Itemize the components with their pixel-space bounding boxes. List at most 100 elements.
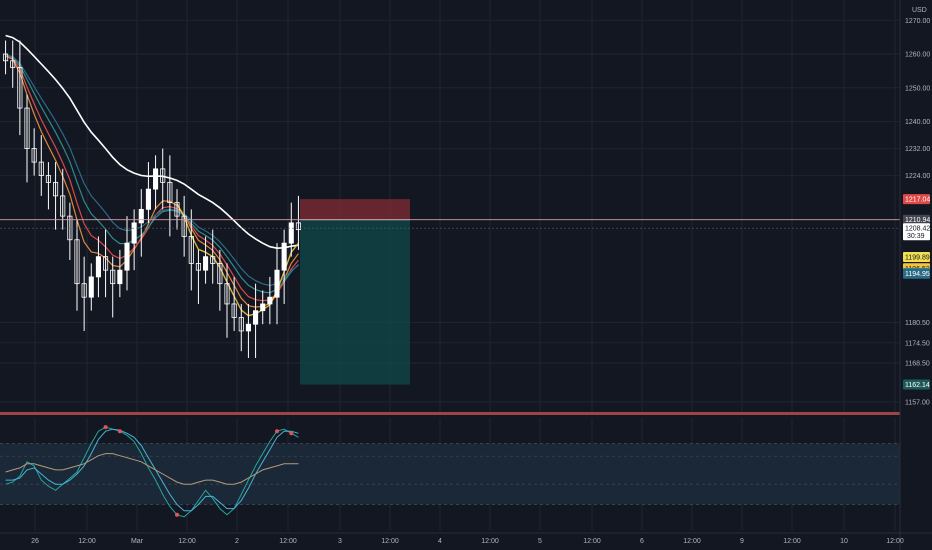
time-tick: 12:00 <box>683 538 701 545</box>
time-tick: 12:00 <box>279 538 297 545</box>
candle-body[interactable] <box>145 188 151 210</box>
candle-body[interactable] <box>210 256 216 264</box>
price-tick: 1260.00 <box>905 52 930 59</box>
candle-body[interactable] <box>188 235 194 264</box>
ema-red-line <box>5 54 299 302</box>
time-tick: 9 <box>740 538 744 545</box>
price-axis[interactable]: 1270.00 1260.00 1250.00 1240.00 1232.00 1224.… <box>899 0 932 550</box>
price-tag-label: 1210.94 <box>905 217 930 224</box>
candle-body[interactable] <box>95 256 101 278</box>
candle-body[interactable] <box>260 303 266 312</box>
position-zones[interactable] <box>300 199 410 385</box>
candle-body[interactable] <box>31 148 37 163</box>
price-tag-label: 1162.14 <box>905 382 930 389</box>
candle-body[interactable] <box>131 222 137 244</box>
price-tag[interactable] <box>903 223 930 241</box>
signal-dot <box>175 512 179 517</box>
candle-body[interactable] <box>195 263 201 271</box>
candle-body[interactable] <box>203 256 209 271</box>
moving-averages <box>5 34 299 317</box>
price-tick: 1270.00 <box>905 18 930 25</box>
candle-body[interactable] <box>110 269 116 285</box>
time-tick: Mar <box>131 538 144 545</box>
candle-body[interactable] <box>245 323 251 332</box>
time-tick: 12:00 <box>481 538 499 545</box>
price-tag[interactable] <box>903 268 930 279</box>
candle-body[interactable] <box>17 67 23 109</box>
pane-divider <box>0 412 900 415</box>
price-tag-label: 1217.04 <box>905 197 930 204</box>
candle-body[interactable] <box>274 269 280 298</box>
time-tick: 26 <box>31 538 39 545</box>
candle-body[interactable] <box>124 242 130 271</box>
candle-body[interactable] <box>88 276 94 298</box>
candle-body[interactable] <box>174 202 180 217</box>
time-tick: 12:00 <box>381 538 399 545</box>
candle-body[interactable] <box>217 263 223 285</box>
currency-label: USD <box>912 7 927 14</box>
candle-body[interactable] <box>181 215 187 237</box>
candle-body[interactable] <box>138 208 144 224</box>
candle-body[interactable] <box>295 222 301 231</box>
candle-body[interactable] <box>117 269 123 285</box>
candle-body[interactable] <box>231 303 237 318</box>
price-tag[interactable] <box>903 379 930 390</box>
candle-body[interactable] <box>53 181 59 197</box>
price-tick: 1240.00 <box>905 119 930 126</box>
signal-dot <box>117 429 122 434</box>
price-tag[interactable] <box>903 252 930 263</box>
time-tick: 12:00 <box>886 538 904 545</box>
time-tick: 12:00 <box>178 538 196 545</box>
signal-dot <box>103 425 108 430</box>
candle-body[interactable] <box>45 175 51 183</box>
candle-body[interactable] <box>103 256 109 271</box>
time-tick: 4 <box>438 538 442 545</box>
candle-body[interactable] <box>167 181 173 204</box>
price-tag-label: 1208.42 <box>905 226 930 233</box>
ema-yellow-line <box>176 203 299 317</box>
time-tick: 12:00 <box>583 538 601 545</box>
candle-body[interactable] <box>74 239 80 285</box>
ema-blue-line <box>5 54 299 287</box>
price-tag[interactable] <box>903 194 930 205</box>
candle-body[interactable] <box>3 53 9 62</box>
candle-body[interactable] <box>153 168 159 190</box>
price-tick: 1168.50 <box>905 361 930 368</box>
candle-body[interactable] <box>253 310 259 325</box>
stoch-d-line <box>5 428 299 512</box>
rsi-line <box>5 453 299 485</box>
candle-body[interactable] <box>267 296 273 305</box>
time-axis[interactable]: 26 12:00 Mar 12:00 2 12:00 3 12:00 4 12:00 5 12:00 6… <box>0 532 932 545</box>
candle-body[interactable] <box>288 222 294 244</box>
stop-loss-zone[interactable] <box>300 199 410 220</box>
time-tick: 12:00 <box>783 538 801 545</box>
time-tick: 2 <box>235 538 239 545</box>
candle-body[interactable] <box>10 60 16 68</box>
take-profit-zone[interactable] <box>300 219 410 385</box>
oscillator-pane: 93.5280.0067.4259.5440.0020.000.00 <box>0 424 930 529</box>
price-tag[interactable] <box>903 214 930 225</box>
time-tick: 6 <box>640 538 644 545</box>
candle-body[interactable] <box>24 107 30 149</box>
candle-body[interactable] <box>281 242 287 271</box>
price-tick: 1250.00 <box>905 85 930 92</box>
candle-body[interactable] <box>81 283 87 298</box>
ema-orange-line <box>5 55 299 308</box>
price-tick: 1180.50 <box>905 320 930 327</box>
ema-teal-line <box>5 54 299 294</box>
candle-body[interactable] <box>238 317 244 332</box>
signal-dot <box>275 429 279 434</box>
candle-body[interactable] <box>38 161 44 177</box>
time-tick: 12:00 <box>78 538 96 545</box>
candle-body[interactable] <box>60 195 66 217</box>
candle-body[interactable] <box>160 168 166 183</box>
candlesticks[interactable] <box>3 40 301 358</box>
ema-white-line <box>5 34 299 250</box>
price-tag-label: 1194.95 <box>905 271 930 278</box>
price-tick: 1224.00 <box>905 173 930 180</box>
price-tag-label: 1199.89 <box>905 255 930 262</box>
horizontal-lines <box>0 219 900 415</box>
oscillator-band <box>0 443 900 505</box>
candle-body[interactable] <box>224 283 230 305</box>
